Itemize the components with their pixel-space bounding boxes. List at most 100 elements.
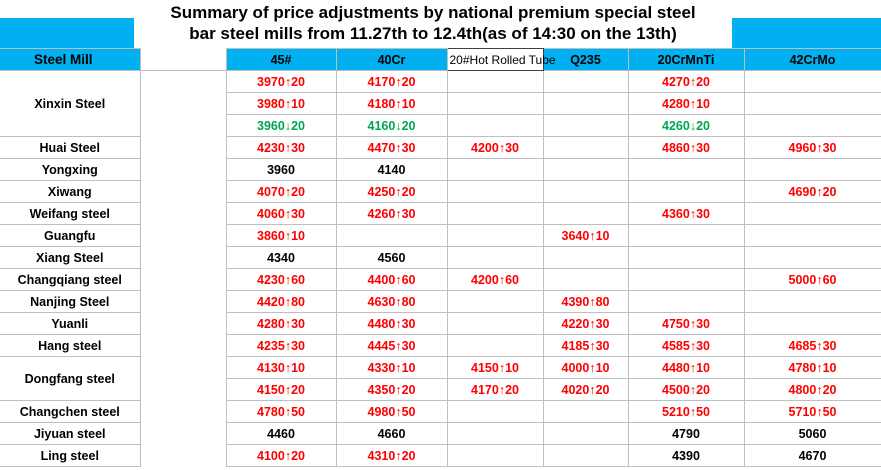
price-cell bbox=[542, 136, 629, 159]
price-cell bbox=[542, 444, 629, 467]
title-right-strip bbox=[732, 18, 881, 48]
price-cell: 4860↑30 bbox=[627, 136, 745, 159]
table-row: Ling steel 4100↑20 4310↑20 4390 4670 bbox=[0, 444, 881, 467]
price-cell: 4360↑30 bbox=[627, 202, 745, 225]
price-cell bbox=[542, 180, 629, 203]
price-cell: 3960 bbox=[225, 158, 337, 181]
spacer-cell bbox=[139, 202, 227, 225]
table-row: Jiyuan steel 4460 4660 4790 5060 bbox=[0, 422, 881, 445]
price-cell: 3860↑10 bbox=[225, 224, 337, 247]
steel-mill-name: Ling steel bbox=[0, 444, 141, 467]
steel-mill-name: Weifang steel bbox=[0, 202, 141, 225]
price-cell: 4180↑10 bbox=[335, 92, 448, 115]
price-cell: 4500↑20 bbox=[627, 378, 745, 401]
price-cell: 5710↑50 bbox=[743, 400, 881, 423]
price-cell: 4460 bbox=[225, 422, 337, 445]
price-cell: 4170↑20 bbox=[446, 378, 544, 401]
column-header-blank bbox=[139, 48, 227, 71]
price-cell bbox=[627, 224, 745, 247]
price-cell bbox=[627, 290, 745, 313]
price-cell bbox=[542, 400, 629, 423]
price-cell: 4400↑60 bbox=[335, 268, 448, 291]
steel-mill-name: Changqiang steel bbox=[0, 268, 141, 291]
price-cell: 4750↑30 bbox=[627, 312, 745, 335]
column-header-40cr: 40Cr bbox=[335, 48, 448, 71]
price-cell: 4560 bbox=[335, 246, 448, 269]
column-header-steel-mill: Steel Mill bbox=[0, 48, 141, 71]
column-header-42crmo: 42CrMo bbox=[743, 48, 881, 71]
price-cell: 4685↑30 bbox=[743, 334, 881, 357]
price-cell: 4480↑30 bbox=[335, 312, 448, 335]
table-row: Yuanli 4280↑30 4480↑30 4220↑30 4750↑30 bbox=[0, 312, 881, 335]
column-header-hot-rolled-tube: 20#Hot Rolled Tube bbox=[446, 48, 556, 71]
price-table: Steel Mill 45# 40Cr 20#Hot Rolled Tube Q… bbox=[0, 48, 881, 467]
price-cell: 4780↑50 bbox=[225, 400, 337, 423]
spacer-cell bbox=[139, 158, 227, 181]
price-cell bbox=[446, 400, 544, 423]
column-header-20crmnti: 20CrMnTi bbox=[627, 48, 745, 71]
price-cell bbox=[743, 114, 881, 137]
price-cell: 4270↑20 bbox=[627, 70, 745, 93]
steel-mill-name: Changchen steel bbox=[0, 400, 141, 423]
steel-mill-name: Jiyuan steel bbox=[0, 422, 141, 445]
price-cell bbox=[743, 224, 881, 247]
price-cell bbox=[542, 114, 629, 137]
price-cell: 4220↑30 bbox=[542, 312, 629, 335]
price-cell bbox=[627, 158, 745, 181]
price-cell: 4130↑10 bbox=[225, 356, 337, 379]
table-row: Changchen steel 4780↑50 4980↑50 5210↑50 5710… bbox=[0, 400, 881, 423]
page-title: Summary of price adjustments by national… bbox=[134, 2, 732, 48]
price-cell: 4260↓20 bbox=[627, 114, 745, 137]
price-cell: 4140 bbox=[335, 158, 448, 181]
steel-mill-name: Xiwang bbox=[0, 180, 141, 203]
table-body: Xinxin Steel 3970↑20 4170↑20 4270↑20 3980↑10… bbox=[0, 70, 881, 467]
spacer-cell bbox=[139, 268, 227, 291]
price-cell: 4800↑20 bbox=[743, 378, 881, 401]
price-cell: 4310↑20 bbox=[335, 444, 448, 467]
steel-mill-name: Yongxing bbox=[0, 158, 141, 181]
spacer-cell bbox=[139, 246, 227, 269]
price-cell: 5210↑50 bbox=[627, 400, 745, 423]
steel-mill-name: Huai Steel bbox=[0, 136, 141, 159]
spacer-cell bbox=[139, 224, 227, 247]
price-cell: 4020↑20 bbox=[542, 378, 629, 401]
price-cell: 4230↑30 bbox=[225, 136, 337, 159]
price-cell: 3970↑20 bbox=[225, 70, 337, 93]
price-cell bbox=[446, 180, 544, 203]
table-row: Guangfu 3860↑10 3640↑10 bbox=[0, 224, 881, 247]
price-cell bbox=[446, 114, 544, 137]
spacer-cell bbox=[139, 422, 227, 445]
spacer-cell bbox=[139, 290, 227, 313]
price-cell bbox=[743, 92, 881, 115]
title-bar: Summary of price adjustments by national… bbox=[0, 0, 881, 48]
table-row: Nanjing Steel 4420↑80 4630↑80 4390↑80 bbox=[0, 290, 881, 313]
price-cell: 4150↑20 bbox=[225, 378, 337, 401]
steel-mill-name: Guangfu bbox=[0, 224, 141, 247]
steel-mill-name: Dongfang steel bbox=[0, 356, 141, 401]
spacer-cell bbox=[139, 334, 227, 357]
price-cell: 4330↑10 bbox=[335, 356, 448, 379]
table-row: Weifang steel 4060↑30 4260↑30 4360↑30 bbox=[0, 202, 881, 225]
price-cell: 4235↑30 bbox=[225, 334, 337, 357]
price-cell bbox=[446, 92, 544, 115]
price-cell bbox=[627, 268, 745, 291]
price-cell bbox=[446, 202, 544, 225]
price-cell: 4150↑10 bbox=[446, 356, 544, 379]
price-cell: 4100↑20 bbox=[225, 444, 337, 467]
price-cell bbox=[446, 444, 544, 467]
column-header-45: 45# bbox=[225, 48, 337, 71]
price-cell bbox=[542, 422, 629, 445]
price-cell: 4280↑10 bbox=[627, 92, 745, 115]
price-cell bbox=[743, 202, 881, 225]
table-row: Huai Steel 4230↑30 4470↑30 4200↑30 4860↑30 49… bbox=[0, 136, 881, 159]
price-cell bbox=[743, 158, 881, 181]
price-cell: 4660 bbox=[335, 422, 448, 445]
price-cell bbox=[335, 224, 448, 247]
spacer-cell bbox=[139, 444, 227, 467]
price-cell bbox=[743, 246, 881, 269]
price-cell: 4480↑10 bbox=[627, 356, 745, 379]
page-title-line-2: bar steel mills from 11.27th to 12.4th(a… bbox=[189, 24, 677, 43]
price-cell: 4160↓20 bbox=[335, 114, 448, 137]
price-cell: 4630↑80 bbox=[335, 290, 448, 313]
price-cell bbox=[446, 422, 544, 445]
